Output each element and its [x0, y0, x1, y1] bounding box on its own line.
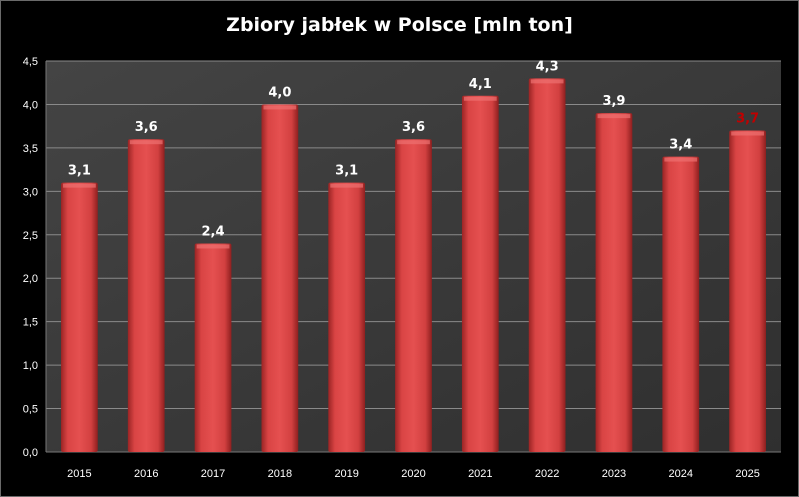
- data-label: 3,4: [669, 138, 692, 153]
- data-label: 3,1: [68, 164, 91, 179]
- y-tick-label: 2,0: [23, 273, 38, 285]
- bar-2024: [662, 156, 700, 453]
- bar-highlight: [129, 140, 163, 145]
- y-tick-label: 1,0: [23, 360, 38, 372]
- bar-highlight: [63, 183, 96, 188]
- y-tick-label: 3,5: [23, 143, 38, 155]
- x-tick-label: 2024: [669, 468, 693, 480]
- data-label: 4,3: [536, 59, 559, 74]
- bar-2016: [127, 139, 165, 452]
- data-label: 3,9: [602, 94, 625, 109]
- bar-highlight: [664, 157, 698, 162]
- data-label: 4,1: [469, 77, 492, 92]
- x-tick-label: 2015: [67, 468, 91, 480]
- y-tick-label: 1,5: [23, 317, 38, 329]
- bar-highlight: [530, 79, 564, 84]
- bar-2020: [395, 139, 432, 452]
- x-tick-label: 2022: [535, 468, 559, 480]
- bar-2022: [528, 78, 566, 452]
- y-tick-label: 4,0: [23, 99, 38, 111]
- x-tick-label: 2017: [201, 468, 225, 480]
- bar-2021: [461, 95, 499, 452]
- data-label: 3,6: [402, 120, 425, 135]
- y-tick-label: 4,5: [23, 56, 38, 68]
- chart-title: Zbiory jabłek w Polsce [mln ton]: [226, 14, 573, 36]
- x-tick-label: 2016: [134, 468, 158, 480]
- bar-2017: [194, 243, 232, 452]
- x-tick-label: 2021: [468, 468, 492, 480]
- x-tick-label: 2020: [401, 468, 425, 480]
- data-label: 2,4: [202, 224, 225, 239]
- bar-2019: [328, 182, 366, 452]
- data-label: 4,0: [268, 85, 291, 100]
- x-tick-label: 2018: [268, 468, 292, 480]
- x-tick-label: 2023: [602, 468, 626, 480]
- bar-2023: [595, 113, 633, 452]
- y-tick-label: 0,0: [23, 447, 38, 459]
- x-tick-label: 2025: [735, 468, 759, 480]
- bar-highlight: [731, 131, 764, 136]
- bar-2018: [261, 104, 299, 452]
- bar-highlight: [196, 244, 230, 249]
- y-tick-label: 2,5: [23, 230, 38, 242]
- bar-highlight: [330, 183, 364, 188]
- y-tick-label: 0,5: [23, 404, 38, 416]
- y-tick-label: 3,0: [23, 186, 38, 198]
- bar-highlight: [597, 114, 631, 119]
- bar-2025: [729, 130, 766, 452]
- data-label: 3,6: [135, 120, 158, 135]
- x-tick-label: 2019: [334, 468, 358, 480]
- bar-highlight: [397, 140, 430, 145]
- bar-highlight: [263, 105, 297, 110]
- bar-highlight: [463, 96, 497, 101]
- data-label: 3,1: [335, 164, 358, 179]
- bar-2015: [61, 182, 98, 452]
- data-label: 3,7: [736, 112, 759, 127]
